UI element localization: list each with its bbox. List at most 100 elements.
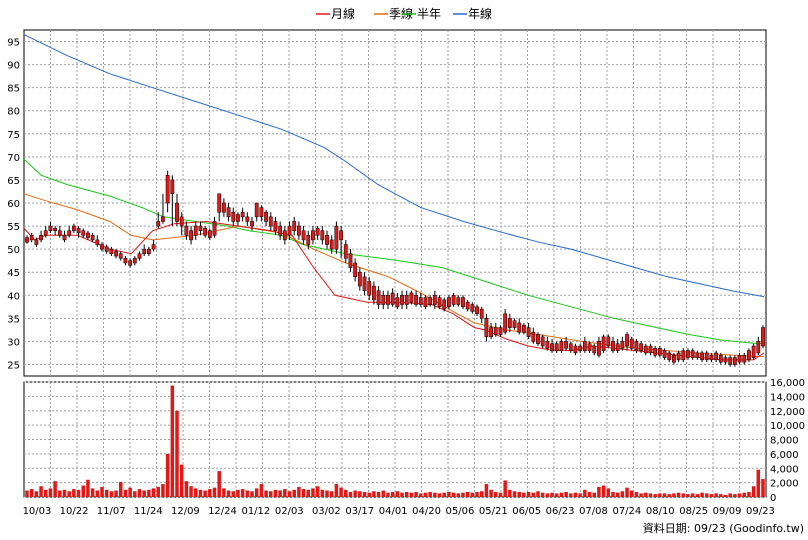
date-tick-label: 02/03 — [275, 506, 304, 517]
price-tick-label: 65 — [7, 176, 20, 187]
volume-bar — [620, 491, 625, 497]
candle-body — [475, 306, 479, 314]
candle-body — [653, 348, 658, 356]
candle-body — [582, 341, 587, 351]
volume-bar — [156, 486, 161, 497]
candle-body — [559, 341, 564, 351]
candle-body — [57, 230, 62, 236]
volume-bar — [245, 490, 250, 497]
volume-axis-labels: 0 2,000 4,000 6,000 8,000 10,000 12,000 14,000 1… — [770, 378, 805, 504]
volume-bar — [400, 492, 404, 497]
candle-body — [554, 343, 559, 351]
volume-bar — [100, 486, 104, 497]
candle-body — [568, 343, 573, 351]
candle-body — [700, 352, 704, 361]
volume-bar — [86, 479, 90, 497]
volume-bar — [311, 488, 315, 497]
volume-bar — [700, 492, 704, 497]
candle-body — [334, 225, 339, 250]
volume-bar — [254, 488, 259, 497]
date-tick-label: 08/25 — [679, 506, 708, 517]
volume-bar — [372, 491, 376, 497]
volume-bar — [29, 489, 34, 497]
candle-body — [592, 345, 597, 354]
candle-body — [550, 343, 554, 351]
volume-bar — [409, 492, 414, 497]
candle-body — [301, 230, 306, 241]
volume-bar — [550, 492, 554, 497]
candle-body — [531, 331, 536, 342]
volume-bar — [648, 493, 653, 497]
candle-body — [672, 354, 676, 363]
volume-bar — [484, 484, 489, 497]
candle-body — [540, 336, 545, 347]
volume-bar — [109, 491, 114, 497]
volume-bar — [428, 491, 432, 497]
candle-body — [212, 221, 217, 236]
volume-bar — [133, 491, 137, 497]
volume-bar — [653, 494, 657, 497]
candle-body — [48, 225, 53, 231]
candle-body — [29, 235, 34, 241]
candle-body — [639, 343, 644, 351]
candle-body — [695, 352, 700, 358]
candle-body — [690, 350, 695, 358]
candle-body — [86, 232, 90, 238]
candle-body — [498, 327, 503, 335]
candle-body — [132, 258, 137, 264]
candle-body — [376, 290, 381, 305]
candle-body — [587, 343, 592, 351]
volume-bar — [362, 491, 367, 497]
date-tick-label: 10/22 — [60, 506, 89, 517]
volume-bar — [587, 491, 592, 497]
volume-bar — [217, 471, 221, 497]
candle-body — [179, 216, 184, 227]
candle-body — [221, 202, 226, 213]
candle-body — [226, 207, 231, 218]
legend: 月線 季線 半年 年線 — [316, 6, 492, 21]
candle-body — [681, 350, 686, 361]
candle-body — [25, 237, 29, 243]
volume-bar — [625, 487, 629, 497]
date-tick-label: 09/23 — [746, 506, 775, 517]
candle-body — [676, 352, 681, 361]
volume-bar — [494, 491, 498, 497]
volume-grid — [23, 381, 767, 498]
volume-bar — [297, 486, 301, 497]
volume-bar — [118, 481, 123, 497]
candle-body — [718, 354, 723, 363]
date-tick-label: 06/23 — [546, 506, 575, 517]
candle-body — [343, 244, 348, 259]
volume-bar — [306, 489, 311, 497]
candle-body — [245, 216, 250, 222]
volume-bar — [512, 491, 517, 497]
date-tick-label: 05/06 — [446, 506, 475, 517]
volume-bar — [559, 492, 564, 497]
volume-bar — [344, 489, 348, 497]
candle-body — [493, 327, 498, 335]
price-tick-label: 95 — [7, 38, 20, 49]
candle-body — [414, 295, 418, 305]
volume-bar — [690, 493, 695, 497]
candle-body — [512, 320, 517, 328]
volume-bar — [611, 491, 615, 497]
candle-body — [409, 292, 414, 303]
volume-bar — [269, 491, 273, 497]
volume-bar — [128, 487, 132, 497]
candle-body — [43, 230, 48, 236]
volume-bar — [151, 488, 156, 497]
volume-bar — [358, 491, 362, 497]
candle-body — [507, 318, 512, 328]
candle-body — [39, 235, 43, 241]
volume-bar — [723, 494, 728, 497]
volume-tick-label: 8,000 — [770, 436, 799, 447]
candle-body — [648, 345, 653, 354]
candle-body — [451, 295, 456, 305]
volume-bar — [194, 488, 198, 497]
volume-bar — [53, 481, 57, 497]
candle-body — [742, 354, 747, 363]
candle-body — [273, 221, 278, 231]
volume-bar — [737, 493, 742, 497]
volume-bar — [423, 492, 428, 497]
candle-body — [71, 225, 76, 231]
